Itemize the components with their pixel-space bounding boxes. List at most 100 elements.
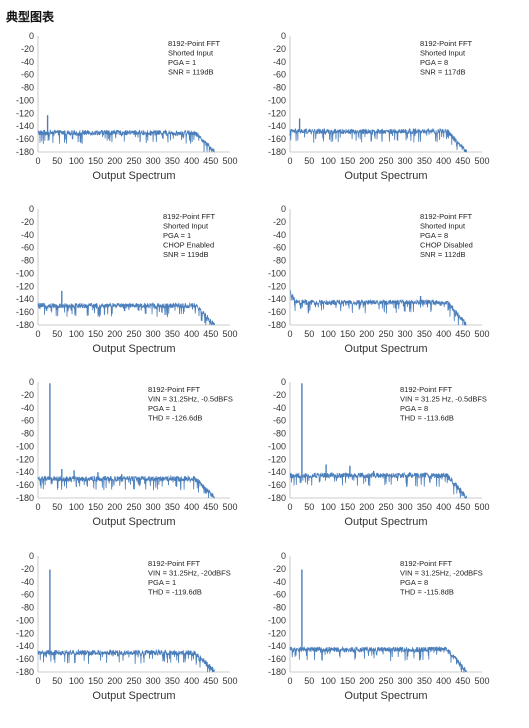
x-tick-label: 450 — [203, 676, 218, 686]
x-tick-label: 400 — [436, 676, 451, 686]
annotation-line: VIN = 31.25Hz, -0.5dBFS — [148, 395, 233, 404]
y-tick-label: -120 — [16, 108, 34, 118]
y-tick-label: -140 — [268, 294, 286, 304]
x-axis-title: Output Spectrum — [92, 170, 175, 182]
x-tick-label: 350 — [165, 156, 180, 166]
y-tick-label: -80 — [273, 429, 286, 439]
annotation-line: 8192-Point FFT — [420, 212, 473, 221]
x-tick-label: 50 — [52, 329, 62, 339]
x-tick-label: 200 — [359, 329, 374, 339]
x-tick-label: 200 — [107, 329, 122, 339]
y-tick-label: -140 — [16, 467, 34, 477]
y-tick-label: 0 — [281, 377, 286, 387]
y-tick-label: -120 — [16, 454, 34, 464]
annotation-line: 8192-Point FFT — [163, 212, 216, 221]
annotation-line: THD = -115.8dB — [400, 588, 454, 597]
x-tick-label: 0 — [287, 502, 292, 512]
x-tick-label: 250 — [378, 676, 393, 686]
y-tick-label: -20 — [273, 564, 286, 574]
x-tick-label: 250 — [378, 502, 393, 512]
x-tick-label: 0 — [287, 676, 292, 686]
y-tick-label: -100 — [16, 95, 34, 105]
x-tick-label: 200 — [359, 502, 374, 512]
y-tick-label: -80 — [21, 256, 34, 266]
x-tick-label: 300 — [398, 329, 413, 339]
y-tick-label: -80 — [273, 603, 286, 613]
y-tick-label: -80 — [273, 83, 286, 93]
y-tick-label: -120 — [268, 454, 286, 464]
annotation-line: PGA = 8 — [420, 231, 448, 240]
annotation-line: 8192-Point FFT — [148, 385, 201, 394]
x-tick-label: 300 — [398, 676, 413, 686]
y-tick-label: -180 — [16, 320, 34, 330]
annotation-line: Shorted Input — [168, 49, 214, 58]
series-line — [289, 127, 468, 153]
x-tick-label: 450 — [455, 502, 470, 512]
y-tick-label: -80 — [21, 429, 34, 439]
annotation-line: PGA = 8 — [400, 404, 428, 413]
x-tick-label: 200 — [107, 502, 122, 512]
x-tick-label: 100 — [321, 329, 336, 339]
x-tick-label: 0 — [287, 156, 292, 166]
x-tick-label: 100 — [69, 329, 84, 339]
annotation-line: SNR = 112dB — [420, 250, 466, 259]
x-tick-label: 300 — [146, 156, 161, 166]
x-tick-label: 150 — [88, 329, 103, 339]
y-tick-label: -180 — [268, 667, 286, 677]
x-tick-label: 350 — [417, 502, 432, 512]
x-tick-label: 50 — [52, 502, 62, 512]
x-tick-label: 150 — [340, 676, 355, 686]
x-tick-label: 200 — [107, 676, 122, 686]
annotation-line: 8192-Point FFT — [400, 559, 453, 568]
annotation-line: CHOP Enabled — [163, 241, 214, 250]
x-tick-label: 150 — [88, 502, 103, 512]
annotation-line: 8192-Point FFT — [168, 39, 221, 48]
annotation-line: THD = -113.6dB — [400, 414, 454, 423]
x-tick-label: 0 — [35, 676, 40, 686]
x-tick-label: 350 — [417, 156, 432, 166]
y-tick-label: 0 — [29, 31, 34, 41]
x-tick-label: 450 — [203, 329, 218, 339]
annotation-line: PGA = 8 — [400, 578, 428, 587]
y-tick-label: -20 — [273, 217, 286, 227]
y-tick-label: -180 — [268, 320, 286, 330]
y-tick-label: -40 — [273, 230, 286, 240]
y-tick-label: 0 — [281, 31, 286, 41]
y-tick-label: -60 — [273, 416, 286, 426]
x-tick-label: 400 — [436, 156, 451, 166]
x-tick-label: 100 — [321, 502, 336, 512]
y-tick-label: -40 — [273, 577, 286, 587]
y-tick-label: -120 — [268, 628, 286, 638]
x-tick-label: 200 — [359, 156, 374, 166]
x-tick-label: 350 — [165, 676, 180, 686]
x-tick-label: 350 — [417, 676, 432, 686]
y-tick-label: -40 — [21, 57, 34, 67]
annotation-line: THD = -126.6dB — [148, 414, 202, 423]
x-tick-label: 250 — [126, 156, 141, 166]
y-tick-label: -160 — [16, 134, 34, 144]
annotation-line: 8192-Point FFT — [400, 385, 453, 394]
x-tick-label: 500 — [474, 502, 489, 512]
series-line — [37, 301, 216, 326]
x-axis-title: Output Spectrum — [344, 516, 427, 528]
annotation-line: PGA = 8 — [420, 58, 448, 67]
annotation-line: PGA = 1 — [163, 231, 191, 240]
x-tick-label: 150 — [340, 329, 355, 339]
y-tick-label: -100 — [16, 441, 34, 451]
x-tick-label: 100 — [321, 676, 336, 686]
x-tick-label: 50 — [304, 676, 314, 686]
x-tick-label: 250 — [378, 156, 393, 166]
annotation-line: SNR = 119dB — [163, 250, 209, 259]
x-tick-label: 450 — [455, 329, 470, 339]
x-tick-label: 50 — [304, 329, 314, 339]
x-tick-label: 0 — [287, 329, 292, 339]
y-tick-label: -180 — [268, 493, 286, 503]
x-tick-label: 450 — [455, 676, 470, 686]
x-tick-label: 300 — [146, 676, 161, 686]
